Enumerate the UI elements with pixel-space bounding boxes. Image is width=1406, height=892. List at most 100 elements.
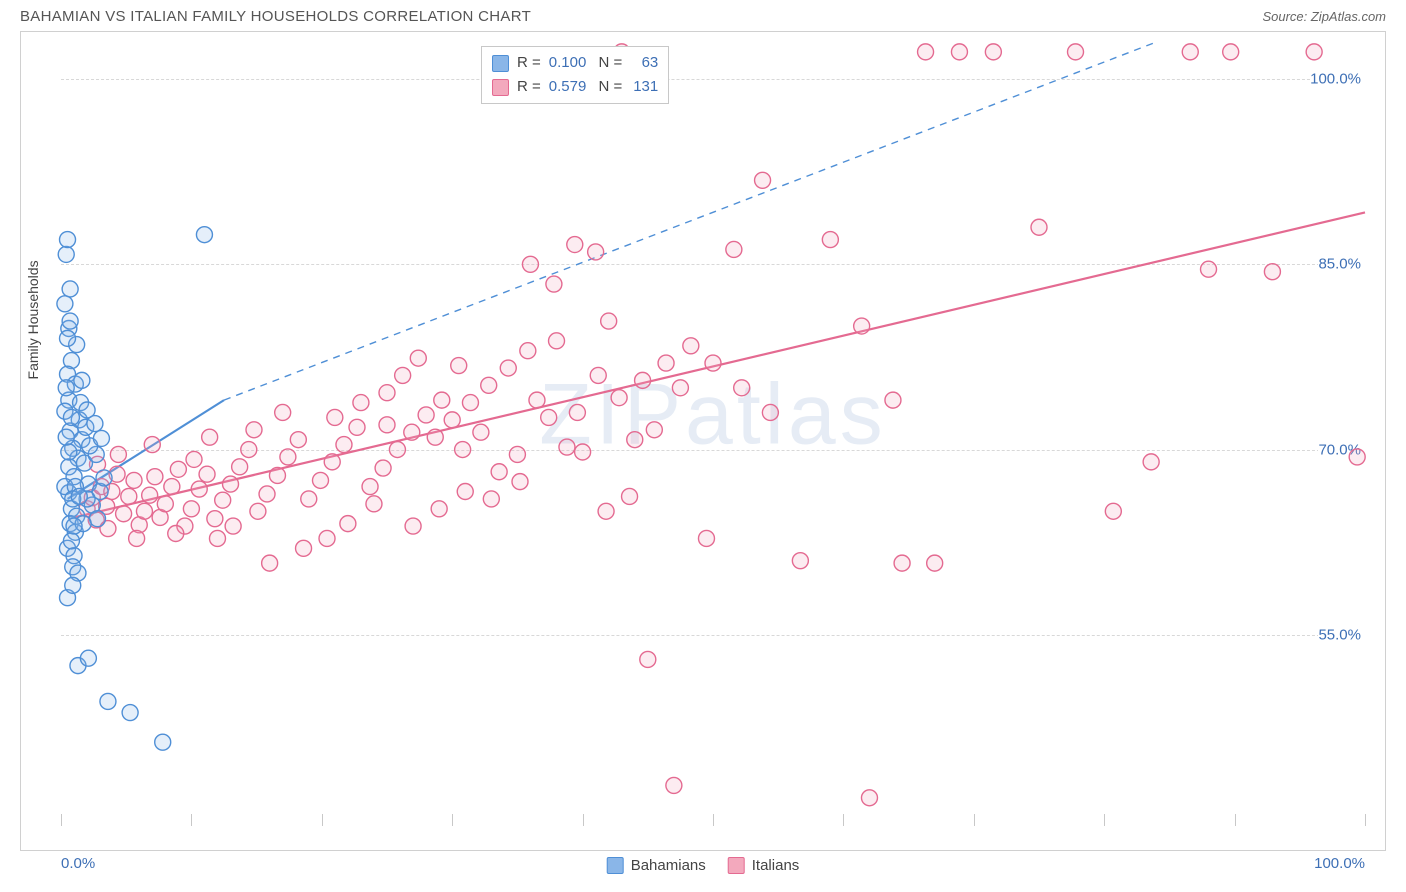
scatter-point [375, 460, 391, 476]
scatter-point [96, 470, 112, 486]
scatter-point [366, 496, 382, 512]
scatter-point [349, 419, 365, 435]
scatter-point [66, 518, 82, 534]
scatter-point [147, 469, 163, 485]
scatter-point [569, 404, 585, 420]
scatter-point [1201, 261, 1217, 277]
scatter-point [567, 237, 583, 253]
y-axis-label: Family Households [25, 260, 41, 379]
scatter-point [223, 476, 239, 492]
scatter-point [61, 444, 77, 460]
scatter-point [483, 491, 499, 507]
scatter-point [455, 442, 471, 458]
scatter-point [232, 459, 248, 475]
scatter-point [186, 451, 202, 467]
scatter-point [215, 492, 231, 508]
scatter-point [672, 380, 688, 396]
scatter-point [250, 503, 266, 519]
scatter-point [473, 424, 489, 440]
scatter-point [666, 777, 682, 793]
scatter-point [1223, 44, 1239, 60]
scatter-point [792, 553, 808, 569]
scatter-point [451, 358, 467, 374]
scatter-point [157, 496, 173, 512]
scatter-point [500, 360, 516, 376]
scatter-point [196, 227, 212, 243]
scatter-point [575, 444, 591, 460]
scatter-point [129, 530, 145, 546]
scatter-point [590, 367, 606, 383]
scatter-point [319, 530, 335, 546]
scatter-point [275, 404, 291, 420]
scatter-point [246, 422, 262, 438]
scatter-point [121, 488, 137, 504]
scatter-point [431, 501, 447, 517]
scatter-point [546, 276, 562, 292]
scatter-point [698, 530, 714, 546]
scatter-point [144, 437, 160, 453]
scatter-point [301, 491, 317, 507]
scatter-point [951, 44, 967, 60]
chart-title: BAHAMIAN VS ITALIAN FAMILY HOUSEHOLDS CO… [20, 8, 531, 25]
scatter-point [379, 385, 395, 401]
scatter-point [93, 430, 109, 446]
scatter-point [1068, 44, 1084, 60]
plot-area: ZIPatlas 55.0%70.0%85.0%100.0% Family Ho… [61, 42, 1365, 820]
scatter-point [755, 172, 771, 188]
series-legend: Bahamians Italians [607, 857, 800, 874]
scatter-point [63, 409, 79, 425]
legend-bahamians: Bahamians [607, 857, 706, 874]
scatter-point [1264, 264, 1280, 280]
scatter-point [854, 318, 870, 334]
scatter-point [57, 296, 73, 312]
scatter-point [894, 555, 910, 571]
scatter-point [170, 461, 186, 477]
scatter-point [60, 232, 76, 248]
scatter-point [646, 422, 662, 438]
scatter-point [541, 409, 557, 425]
scatter-point [529, 392, 545, 408]
scatter-point [405, 518, 421, 534]
scatter-point [549, 333, 565, 349]
scatter-point [290, 432, 306, 448]
scatter-point [379, 417, 395, 433]
scatter-point [241, 442, 257, 458]
scatter-point [58, 429, 74, 445]
scatter-point [225, 518, 241, 534]
scatter-point [62, 281, 78, 297]
scatter-point [60, 330, 76, 346]
xtick-max: 100.0% [1314, 855, 1365, 872]
scatter-point [601, 313, 617, 329]
scatter-point [885, 392, 901, 408]
scatter-point [762, 404, 778, 420]
scatter-point [142, 487, 158, 503]
scatter-point [168, 525, 184, 541]
scatter-point [340, 516, 356, 532]
scatter-point [1182, 44, 1198, 60]
scatter-point [202, 429, 218, 445]
scatter-point [336, 437, 352, 453]
scatter-point [327, 409, 343, 425]
scatter-point [122, 705, 138, 721]
scatter-point [1105, 503, 1121, 519]
scatter-point [74, 372, 90, 388]
legend-italians: Italians [728, 857, 800, 874]
xtick-min: 0.0% [61, 855, 95, 872]
legend-row-italians: R =0.579 N =131 [492, 75, 658, 99]
scatter-point [734, 380, 750, 396]
scatter-point [462, 395, 478, 411]
scatter-point [116, 506, 132, 522]
scatter-point [362, 479, 378, 495]
scatter-point [324, 454, 340, 470]
scatter-point [522, 256, 538, 272]
scatter-point [658, 355, 674, 371]
scatter-point [434, 392, 450, 408]
scatter-point [262, 555, 278, 571]
scatter-point [191, 481, 207, 497]
scatter-point [640, 651, 656, 667]
source-label: Source: ZipAtlas.com [1262, 9, 1386, 24]
scatter-point [58, 380, 74, 396]
scatter-point [136, 503, 152, 519]
scatter-point [90, 511, 106, 527]
scatter-point [635, 372, 651, 388]
